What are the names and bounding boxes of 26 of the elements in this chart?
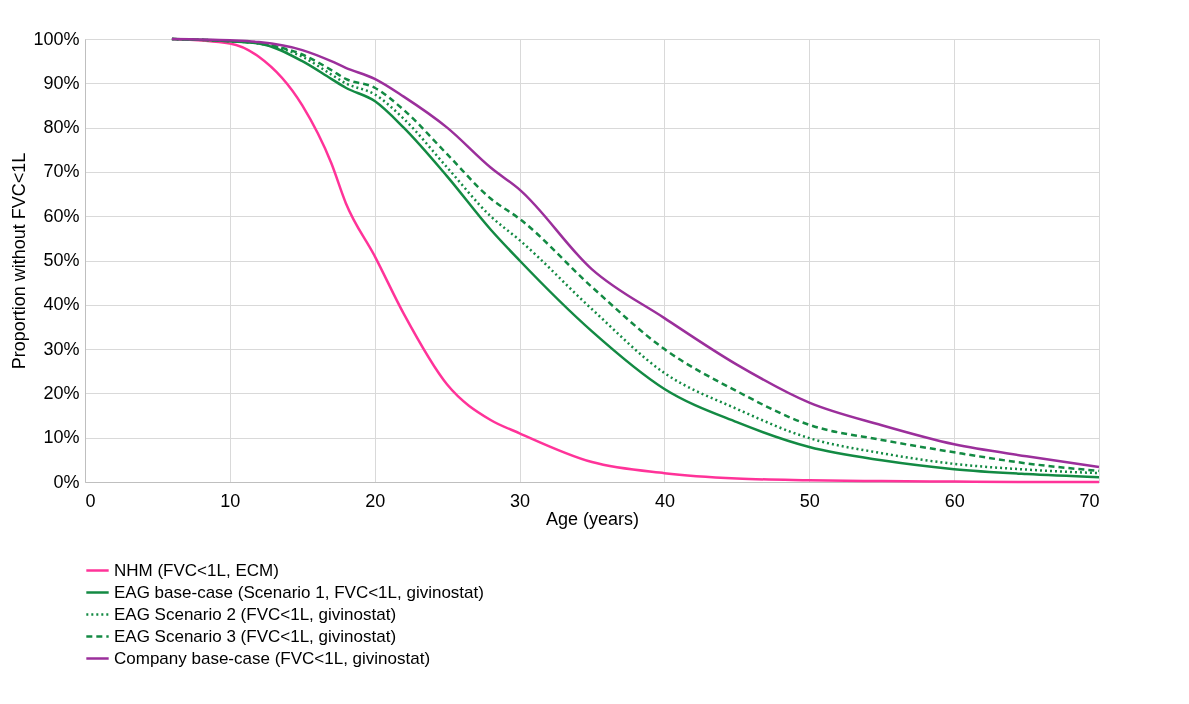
x-tick-label: 50	[799, 490, 820, 511]
y-tick-label: 90%	[43, 72, 80, 93]
legend-label: EAG base-case (Scenario 1, FVC<1L, givinostat)	[114, 582, 484, 602]
y-tick-label: 70%	[43, 161, 80, 182]
x-tick-label: 20	[365, 490, 386, 511]
x-tick-label: 70	[1079, 490, 1100, 511]
x-tick-label: 10	[220, 490, 241, 511]
y-tick-label: 50%	[43, 250, 80, 270]
x-axis-title: Age (years)	[545, 508, 640, 529]
legend-label: Company base-case (FVC<1L, givinostat)	[114, 648, 431, 668]
x-tick-label: 40	[654, 490, 675, 511]
y-tick-label: 100%	[33, 28, 80, 49]
y-tick-label: 80%	[43, 117, 80, 138]
y-tick-label: 40%	[43, 294, 80, 315]
legend-label: NHM (FVC<1L, ECM)	[114, 560, 279, 580]
y-tick-label: 60%	[43, 205, 80, 226]
x-tick-label: 60	[944, 490, 965, 511]
x-tick-label: 0	[85, 490, 96, 511]
y-tick-label: 0%	[53, 471, 80, 492]
x-tick-label: 30	[510, 490, 531, 511]
y-tick-label: 20%	[43, 382, 80, 403]
y-axis-title: Proportion without FVC<1L	[9, 152, 30, 370]
y-tick-label: 30%	[43, 338, 80, 359]
y-tick-label: 10%	[43, 427, 80, 448]
legend-label: EAG Scenario 2 (FVC<1L, givinostat)	[114, 604, 397, 624]
legend-label: EAG Scenario 3 (FVC<1L, givinostat)	[114, 626, 397, 646]
